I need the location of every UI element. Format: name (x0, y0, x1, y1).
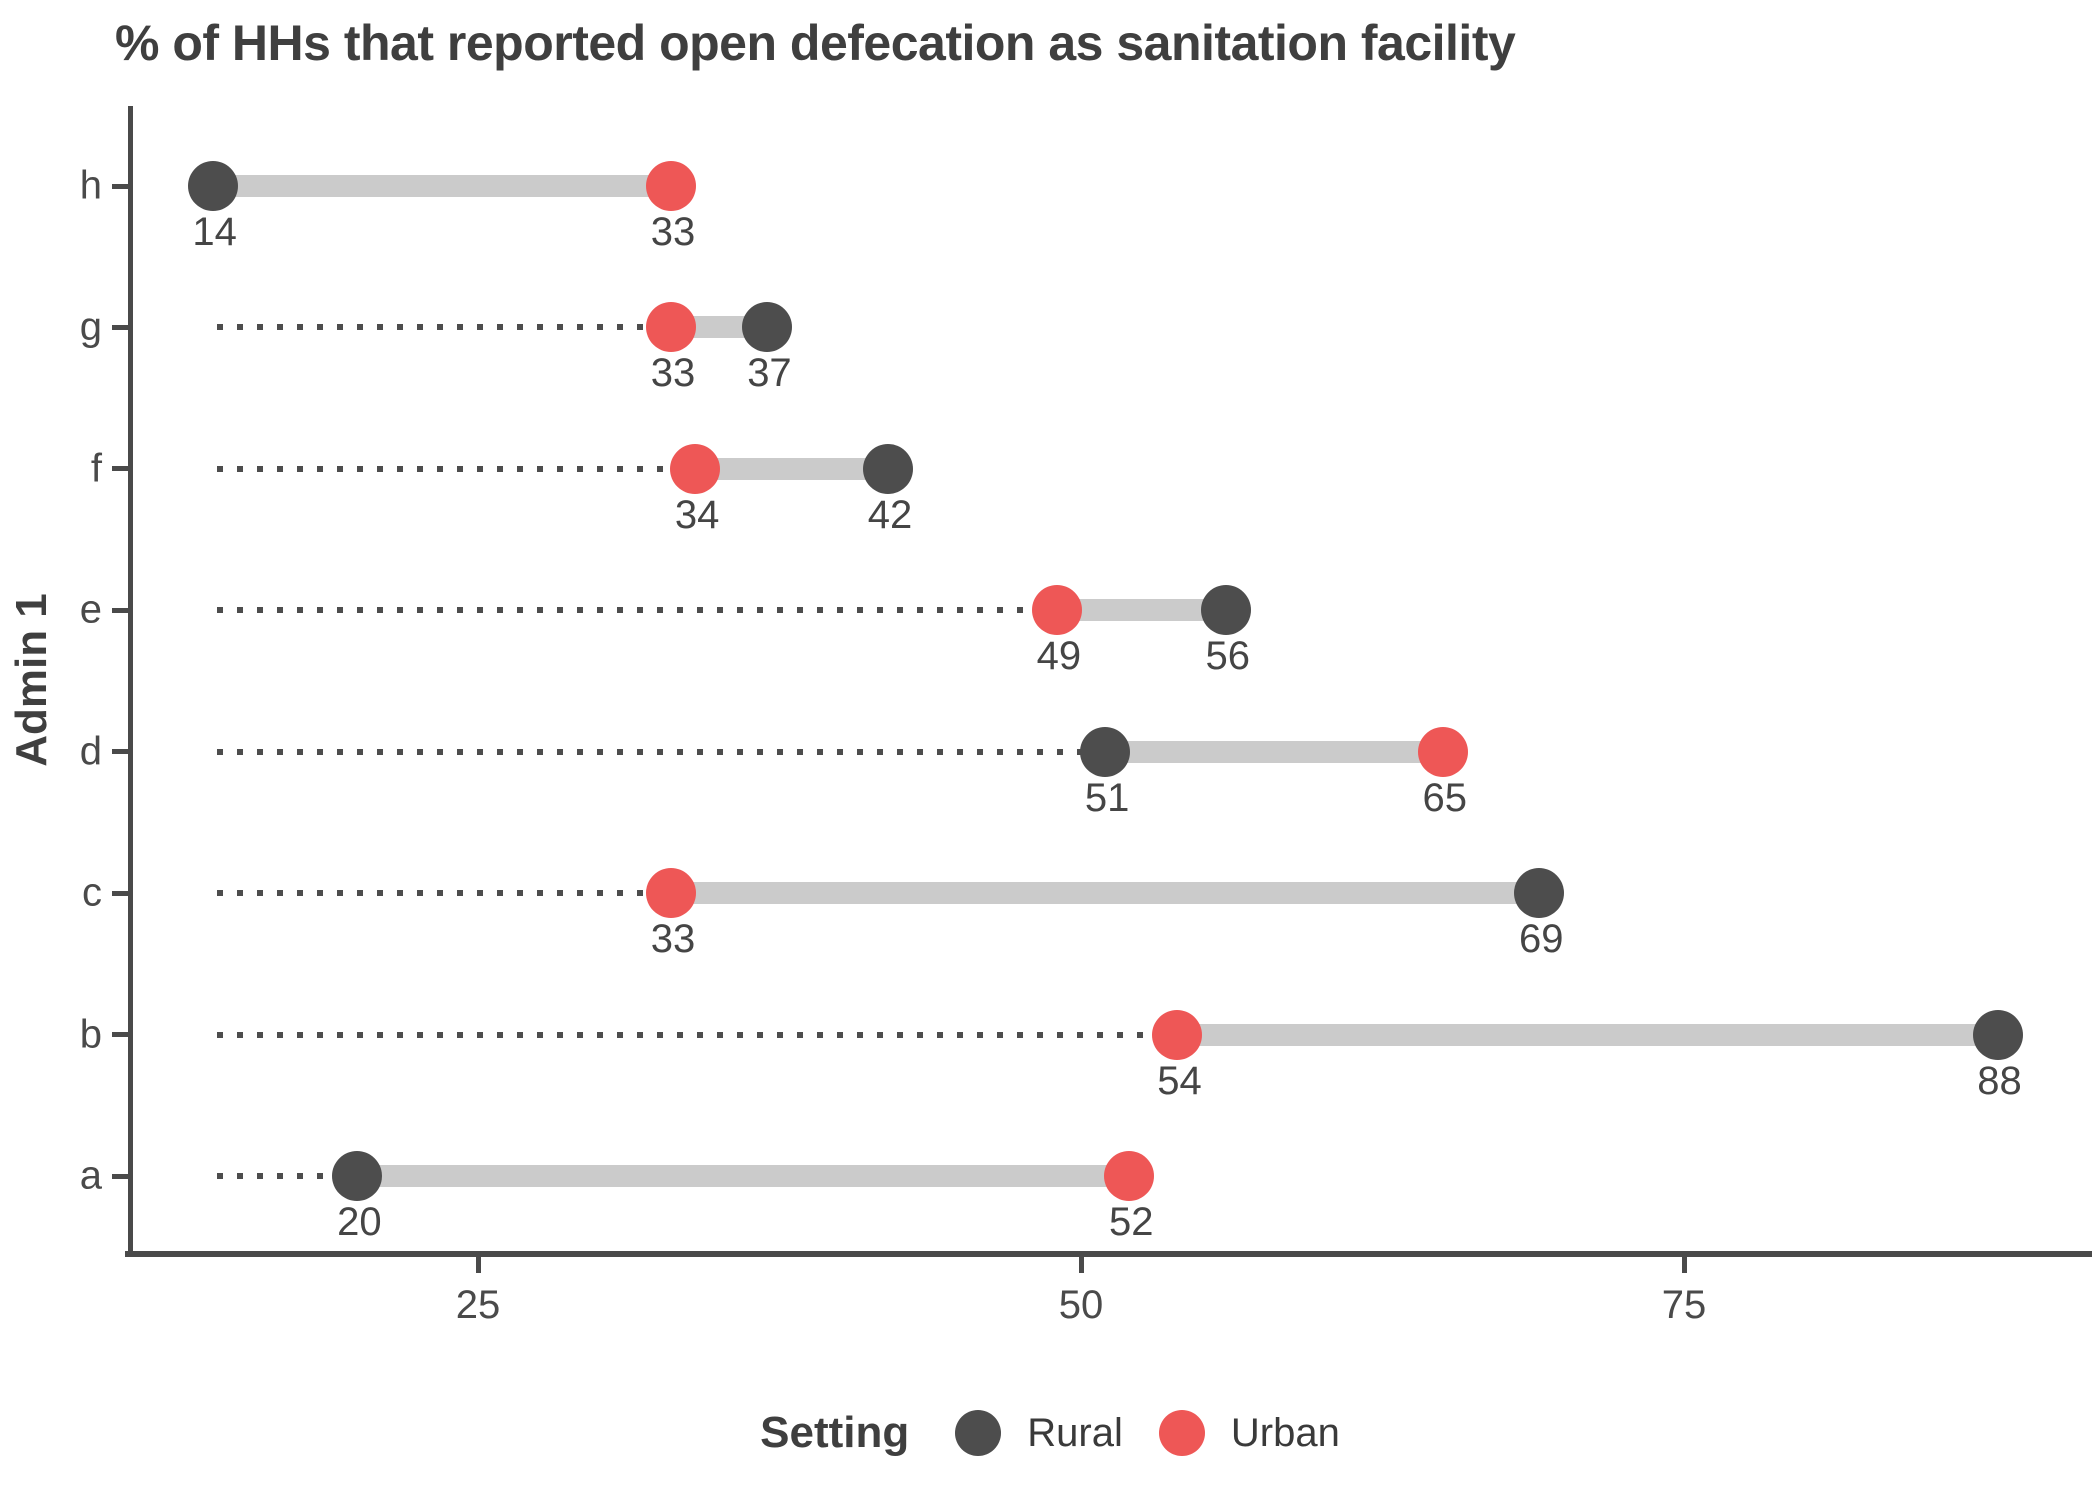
urban-dot (1104, 1151, 1155, 1201)
y-tick (112, 607, 130, 613)
rural-dot (1080, 726, 1131, 777)
value-label: 37 (747, 351, 792, 396)
dotted-leader (216, 1031, 1154, 1038)
y-category-label: a (79, 1153, 102, 1198)
value-label: 34 (674, 492, 720, 537)
value-label: 54 (1157, 1058, 1202, 1103)
urban-dot (1031, 585, 1082, 636)
x-axis-line (125, 1251, 2092, 1257)
value-label: 49 (1036, 634, 1082, 679)
rural-dot (742, 302, 793, 353)
urban-dot (670, 443, 721, 494)
legend-title: Setting (760, 1408, 910, 1457)
value-label: 42 (867, 492, 913, 537)
legend-label: Urban (1230, 1410, 1340, 1455)
x-tick (1681, 1257, 1687, 1273)
y-tick (112, 890, 130, 896)
y-category-label: f (90, 446, 102, 491)
urban-dot (645, 868, 696, 919)
urban-dot (645, 302, 696, 353)
dotted-leader (216, 890, 647, 897)
rural-dot (863, 443, 914, 494)
rural-dot (1972, 1009, 2023, 1060)
value-label: 33 (650, 351, 696, 396)
dotted-leader (216, 324, 647, 331)
y-category-label: c (82, 870, 102, 915)
legend: Setting Rural Urban (0, 1408, 2100, 1458)
legend-item-urban: Urban (1158, 1410, 1340, 1456)
urban-dot (1417, 726, 1468, 777)
y-category-label: d (79, 729, 102, 774)
value-label: 20 (337, 1200, 382, 1244)
dotted-leader (216, 607, 1033, 614)
x-tick (1078, 1257, 1084, 1273)
connector-bar (1177, 1023, 1998, 1046)
value-label: 51 (1084, 775, 1130, 820)
y-axis-title: Admin 1 (7, 593, 56, 767)
value-label: 88 (1977, 1058, 2022, 1103)
y-category-label: h (79, 163, 102, 208)
dotted-leader (216, 465, 672, 472)
value-label: 14 (192, 210, 237, 254)
connector-bar (212, 175, 671, 197)
y-category-label: g (79, 304, 102, 349)
chart-title: % of HHs that reported open defecation a… (115, 15, 1516, 71)
y-category-label: e (79, 587, 102, 632)
value-label: 33 (650, 917, 696, 962)
legend-item-rural: Rural (955, 1410, 1123, 1456)
x-tick-label: 25 (455, 1283, 501, 1327)
urban-dot (645, 161, 696, 211)
legend-label: Rural (1027, 1410, 1123, 1455)
y-tick (112, 1173, 130, 1179)
dotted-leader (216, 1173, 334, 1179)
rural-dot (332, 1151, 383, 1201)
y-tick (112, 183, 130, 189)
y-tick (112, 466, 130, 472)
value-label: 52 (1108, 1200, 1154, 1244)
value-label: 56 (1205, 634, 1250, 679)
connector-bar (695, 457, 889, 480)
legend-swatch-rural (955, 1410, 1002, 1456)
x-tick-label: 50 (1058, 1283, 1104, 1327)
legend-swatch-urban (1158, 1410, 1205, 1456)
value-label: 69 (1519, 917, 1564, 962)
connector-bar (357, 1165, 1130, 1187)
connector-bar (670, 882, 1540, 905)
y-tick (112, 749, 130, 755)
rural-dot (1514, 868, 1565, 919)
dotted-leader (216, 748, 1082, 755)
y-axis-line (128, 106, 133, 1257)
rural-dot (1200, 585, 1251, 636)
y-tick (112, 1032, 130, 1038)
value-label: 33 (650, 210, 696, 254)
connector-bar (1105, 740, 1443, 763)
x-tick (475, 1257, 481, 1273)
y-tick (112, 324, 130, 330)
y-category-label: b (79, 1012, 102, 1057)
rural-dot (187, 161, 238, 211)
connector-bar (1056, 599, 1226, 622)
x-tick-label: 75 (1661, 1283, 1707, 1327)
urban-dot (1152, 1009, 1203, 1060)
value-label: 65 (1422, 775, 1468, 820)
